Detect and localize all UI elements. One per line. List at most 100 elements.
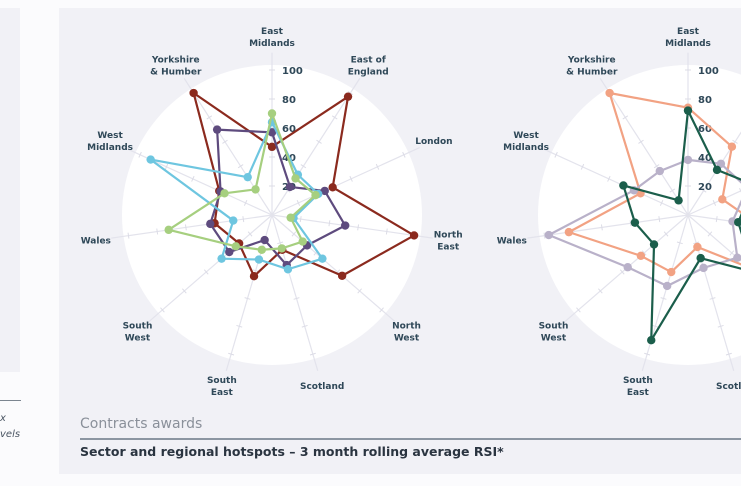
radar-tick [653,164,660,169]
radar-tick [357,288,363,294]
series-2-point [320,186,329,196]
series-1-point [564,227,574,237]
axis-label: South West [539,322,569,344]
radar-tick [156,228,159,235]
series-2-point [544,230,553,240]
section-divider [80,438,741,440]
radar-spoke [641,214,689,371]
radar-tick [301,324,308,328]
chart-title: Sector and regional hotspots – 3 month r… [80,444,504,459]
radar-tick [638,139,644,144]
series-4-point [257,245,266,254]
axis-label-line: East [677,27,700,37]
axis-label-line: South [623,376,653,386]
series-2-point [285,182,295,192]
series-3-line [149,121,324,271]
radar-tick [184,224,187,231]
series-3-point [217,254,226,263]
radar-spoke [148,214,273,322]
axis-label-line: & Humber [566,67,618,77]
series-4-point [267,109,277,118]
series-4-point [220,189,229,198]
axis-label: East of England [348,55,389,77]
series-3-line [622,109,741,342]
radar-tick [331,115,338,120]
axis-label-line: West [513,131,539,141]
series-3-point [674,196,683,205]
radar-tick [641,250,647,256]
radar-tick [600,224,603,231]
axis-label: East Midlands [665,27,711,49]
axis-label-line: & Humber [150,67,202,77]
radar-tick [252,269,259,272]
series-3-point [229,216,238,225]
series-2-point [655,166,664,176]
series-2-point [212,125,222,134]
series-4-point [251,185,260,194]
radar-tick [347,90,354,96]
series-1-point [727,142,737,151]
series-2-point [260,235,269,245]
radial-tick-label: 100 [282,66,303,77]
series-2-point [662,281,672,291]
radar-tick [619,269,625,275]
series-2-point [340,221,350,230]
axis-label-line: West [97,131,123,141]
series-1-line [567,91,741,274]
series-4-point [164,225,173,235]
series-3-point [696,253,705,263]
axis-label: South East [623,376,653,398]
series-3-point [318,254,327,263]
series-4-point [231,242,241,251]
radar-tick [732,139,738,144]
axis-label: Scotland [300,382,344,392]
axis-label: South West [123,322,153,344]
radar-tick [357,224,360,231]
radar-tick [237,164,244,169]
series-3-point [712,165,722,175]
radar-tick [700,188,707,193]
radar-tick [629,220,632,227]
radar-tick [543,232,546,239]
radar-tick [379,307,384,313]
axis-label-line: Midlands [249,39,295,49]
series-2-point [206,219,215,229]
radar-tick [277,241,284,245]
radar-tick [328,220,331,227]
radar-spoke [687,214,741,224]
series-1-point [343,92,353,101]
radar-tick [309,352,316,356]
axis-label: London [415,137,452,147]
series-1-point [267,142,277,152]
radar-tick [717,324,724,328]
axis-label-line: Midlands [503,143,549,153]
radial-tick-label: 40 [698,153,712,164]
radar-tick [222,139,228,144]
radar-tick [164,163,169,170]
radar-spoke [687,190,741,216]
radar-chart-1: East Midlands East of England London North Eas… [81,27,463,398]
series-1-point [718,195,727,204]
series-4-point [311,190,320,200]
radar-tick [607,175,611,182]
series-2-point [683,155,693,165]
radar-tick [349,175,353,182]
radar-tick [622,115,629,120]
radar-tick [127,232,130,239]
series-3-point [243,172,252,182]
series-4-point [298,237,307,246]
series-4-point [277,244,287,253]
series-1-point [328,183,337,192]
radar-spoke [271,214,396,322]
series-3-point [146,155,155,164]
axis-label-line: South [207,376,237,386]
radar-tick [707,231,713,237]
series-1-point [667,267,676,277]
radial-tick-label: 80 [282,95,296,106]
radar-spoke [271,214,433,239]
axis-label: Yorkshire & Humber [150,55,202,77]
series-3-point [647,336,656,345]
radar-tick [580,163,585,170]
series-3-point [649,240,659,249]
axis-label-line: London [415,137,452,147]
